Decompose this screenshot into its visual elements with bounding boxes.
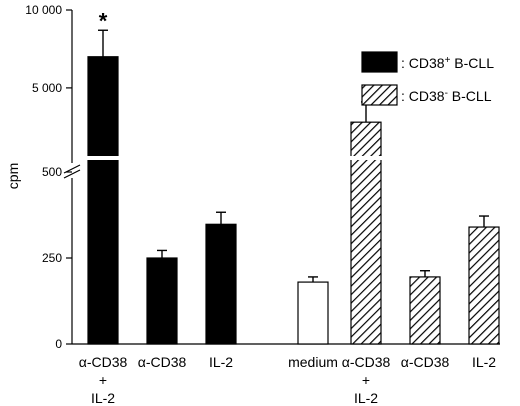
y-ticks: 0 250 500 5 000 10 000 [25,3,72,351]
bar [468,226,500,345]
x-tick-label: α-CD38 [138,354,187,370]
bars: * [87,8,500,345]
x-tick-label: + [99,372,107,388]
bar [205,223,237,345]
x-tick-labels: α-CD38+IL-2α-CD38 IL-2 medium α-CD38+IL-2α-… [79,354,497,406]
bar [409,276,441,345]
bar-break-gap [87,156,119,160]
x-tick-label: IL-2 [472,354,496,370]
x-tick-label: IL-2 [354,390,378,406]
x-tick-label: + [362,372,370,388]
bar [146,257,178,345]
x-tick-label: α-CD38 [79,354,128,370]
x-tick-label: medium [288,354,338,370]
significance-marker: * [99,8,108,33]
y-tick-label: 0 [55,337,62,351]
legend-swatch [361,51,398,73]
x-tick-label: α-CD38 [401,354,450,370]
legend-label: : CD38- B-CLL [401,88,492,105]
bar [350,121,382,345]
y-axis-label: cpm [5,163,21,189]
x-tick-label: IL-2 [209,354,233,370]
y-tick-label: 250 [42,251,62,265]
x-tick-label: IL-2 [91,390,115,406]
x-tick-label: α-CD38 [342,354,391,370]
bar-break-gap [350,156,382,160]
axis-break-mark [63,169,81,179]
bar [297,281,329,345]
legend-label: : CD38+ B-CLL [401,55,494,72]
y-tick-label: 500 [42,165,62,179]
legend: : CD38+ B-CLL : CD38- B-CLL [361,51,494,106]
y-tick-label: 10 000 [25,3,62,17]
y-tick-label: 5 000 [32,81,62,95]
bar [87,56,119,345]
legend-swatch [361,84,398,106]
